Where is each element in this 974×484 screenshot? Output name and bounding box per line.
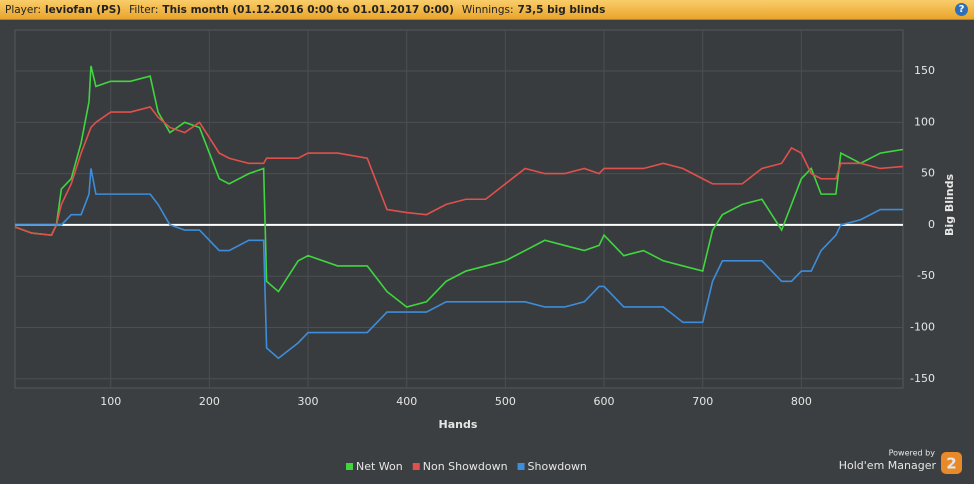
x-tick-label: 400	[396, 395, 417, 408]
series-line	[15, 168, 903, 360]
player: leviofan (PS)	[45, 3, 122, 16]
legend: Net Won Non Showdown Showdown	[346, 460, 587, 473]
help-button[interactable]: ?	[955, 3, 968, 16]
y-tick-label: -50	[917, 269, 935, 282]
x-tick-label: 500	[495, 395, 516, 408]
filter-label: Filter:	[129, 3, 159, 16]
y-tick-label: -150	[910, 372, 935, 385]
y-tick-label: 100	[914, 115, 935, 128]
powered-by: Powered by	[889, 449, 936, 458]
chart: Hands Big Blinds Powered by Hold'em Mana…	[14, 29, 962, 474]
winnings: 73,5 big blinds	[517, 3, 606, 16]
legend-swatch	[346, 463, 353, 470]
x-tick-label: 200	[199, 395, 220, 408]
header-bar: Player: leviofan (PS) Filter: This month…	[0, 0, 974, 20]
y-tick-label: 0	[928, 218, 935, 231]
legend-swatch	[412, 463, 420, 470]
series-line	[14, 106, 904, 237]
logo-version: 2	[946, 455, 956, 473]
product-name: Hold'em Manager	[839, 459, 937, 472]
series-line	[14, 65, 904, 308]
legend-label: Net Won	[356, 460, 403, 473]
x-tick-label: 600	[594, 395, 615, 408]
x-tick-label: 300	[298, 395, 319, 408]
x-tick-label: 100	[100, 395, 121, 408]
legend-label: Showdown	[528, 460, 587, 473]
filter: This month (01.12.2016 0:00 to 01.01.201…	[162, 3, 454, 16]
logo-badge	[941, 452, 962, 474]
legend-swatch	[517, 463, 525, 470]
y-tick-label: 50	[921, 167, 935, 180]
x-tick-label: 700	[692, 395, 713, 408]
winnings-label: Winnings:	[461, 3, 514, 16]
player-label: Player:	[5, 3, 42, 16]
y-tick-label: -100	[910, 320, 935, 333]
x-axis-label: Hands	[439, 418, 478, 431]
plot-area	[14, 29, 904, 389]
y-axis-label: Big Blinds	[943, 174, 956, 236]
y-tick-label: 150	[914, 64, 935, 77]
x-tick-label: 800	[791, 395, 812, 408]
legend-label: Non Showdown	[423, 460, 508, 473]
